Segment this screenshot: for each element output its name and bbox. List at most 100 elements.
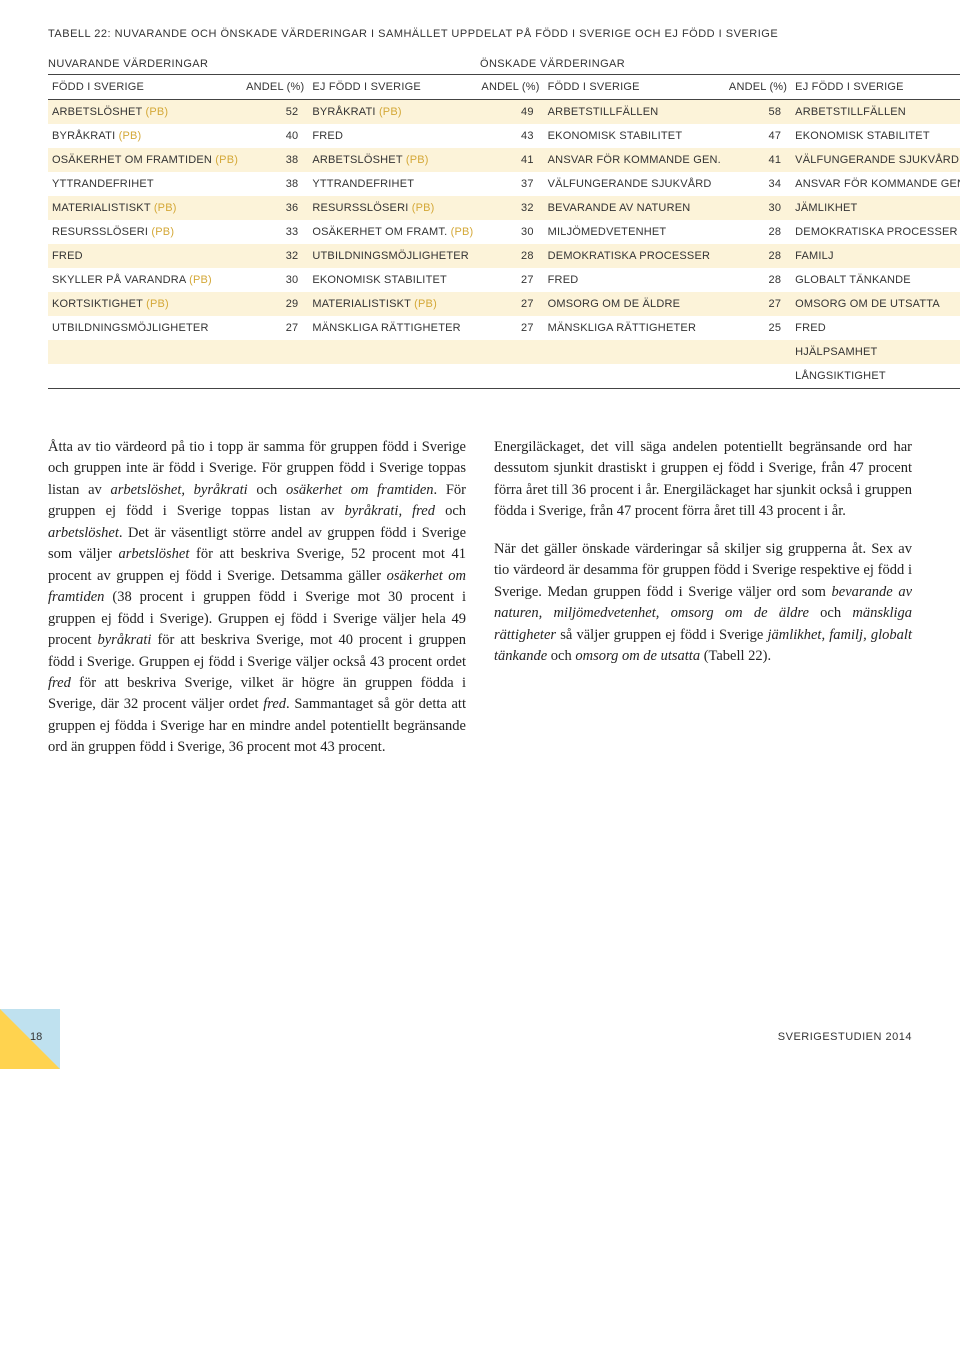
col-header: FÖDD I SVERIGE — [48, 75, 242, 100]
table-cell-label: SKYLLER PÅ VARANDRA (PB) — [48, 268, 242, 292]
table-cell-value: 41 — [725, 148, 791, 172]
table-header-row: FÖDD I SVERIGE ANDEL (%) EJ FÖDD I SVERI… — [48, 75, 960, 100]
table-cell-value: 28 — [725, 220, 791, 244]
table-cell-label: FRED — [791, 316, 960, 340]
table-cell-value — [242, 340, 308, 364]
col-header: ANDEL (%) — [477, 75, 543, 100]
table-cell-label — [308, 340, 477, 364]
table-cell-label: OMSORG OM DE ÄLDRE — [544, 292, 725, 316]
table-cell-label — [48, 364, 242, 389]
table-cell-value: 27 — [477, 268, 543, 292]
values-table: FÖDD I SVERIGE ANDEL (%) EJ FÖDD I SVERI… — [48, 74, 960, 389]
table-cell-value: 37 — [477, 172, 543, 196]
table-cell-label: MILJÖMEDVETENHET — [544, 220, 725, 244]
body-paragraph: Energiläckaget, det vill säga andelen po… — [494, 437, 912, 523]
table-cell-value: 28 — [725, 268, 791, 292]
table-cell-label: ARBETSLÖSHET (PB) — [48, 100, 242, 125]
table-row: RESURSSLÖSERI (PB)33OSÄKERHET OM FRAMT. … — [48, 220, 960, 244]
table-row: SKYLLER PÅ VARANDRA (PB)30EKONOMISK STAB… — [48, 268, 960, 292]
table-cell-value: 30 — [725, 196, 791, 220]
table-row: LÅNGSIKTIGHET22 — [48, 364, 960, 389]
table-cell-value: 47 — [725, 124, 791, 148]
table-cell-label: FRED — [308, 124, 477, 148]
table-cell-label: ANSVAR FÖR KOMMANDE GEN. — [791, 172, 960, 196]
table-cell-label: YTTRANDEFRIHET — [308, 172, 477, 196]
table-cell-value: 38 — [242, 172, 308, 196]
pb-suffix: (PB) — [115, 130, 141, 142]
table-cell-value: 34 — [725, 172, 791, 196]
body-columns: Åtta av tio värdeord på tio i topp är sa… — [48, 437, 912, 775]
table-cell-value: 38 — [242, 148, 308, 172]
table-cell-label: ARBETSLÖSHET (PB) — [308, 148, 477, 172]
table-row: HJÄLPSAMHET22 — [48, 340, 960, 364]
table-cell-label: RESURSSLÖSERI (PB) — [308, 196, 477, 220]
table-cell-label: VÄLFUNGERANDE SJUKVÅRD — [791, 148, 960, 172]
table-cell-label: MÄNSKLIGA RÄTTIGHETER — [544, 316, 725, 340]
table-row: ARBETSLÖSHET (PB)52BYRÅKRATI (PB)49ARBET… — [48, 100, 960, 125]
pb-suffix: (PB) — [186, 274, 212, 286]
table-cell-label: OMSORG OM DE UTSATTA — [791, 292, 960, 316]
pb-suffix: (PB) — [151, 202, 177, 214]
col-header: EJ FÖDD I SVERIGE — [308, 75, 477, 100]
table-cell-value — [477, 340, 543, 364]
table-cell-value: 27 — [477, 292, 543, 316]
body-col-right: Energiläckaget, det vill säga andelen po… — [494, 437, 912, 775]
table-cell-label: EKONOMISK STABILITET — [791, 124, 960, 148]
table-cell-value: 28 — [477, 244, 543, 268]
table-cell-value: 58 — [725, 100, 791, 125]
table-cell-label: OSÄKERHET OM FRAMT. (PB) — [308, 220, 477, 244]
body-col-left: Åtta av tio värdeord på tio i topp är sa… — [48, 437, 466, 775]
table-cell-value: 27 — [242, 316, 308, 340]
table-cell-value — [242, 364, 308, 389]
table-cell-label: MATERIALISTISKT (PB) — [308, 292, 477, 316]
publication-label: SVERIGESTUDIEN 2014 — [778, 1031, 912, 1043]
pb-suffix: (PB) — [403, 154, 429, 166]
table-cell-label: ARBETSTILLFÄLLEN — [544, 100, 725, 125]
table-row: OSÄKERHET OM FRAMTIDEN (PB)38ARBETSLÖSHE… — [48, 148, 960, 172]
table-cell-label: RESURSSLÖSERI (PB) — [48, 220, 242, 244]
table-cell-label: FRED — [544, 268, 725, 292]
body-paragraph: När det gäller önskade värderingar så sk… — [494, 539, 912, 668]
table-cell-label: JÄMLIKHET — [791, 196, 960, 220]
table-cell-label: BYRÅKRATI (PB) — [48, 124, 242, 148]
table-cell-label: UTBILDNINGSMÖJLIGHETER — [308, 244, 477, 268]
table-cell-label: ARBETSTILLFÄLLEN — [791, 100, 960, 125]
table-cell-value: 49 — [477, 100, 543, 125]
section-header-right: ÖNSKADE VÄRDERINGAR — [480, 58, 912, 70]
table-cell-label: MATERIALISTISKT (PB) — [48, 196, 242, 220]
table-cell-value: 29 — [242, 292, 308, 316]
table-cell-label: KORTSIKTIGHET (PB) — [48, 292, 242, 316]
table-cell-value: 28 — [725, 244, 791, 268]
table-cell-label: GLOBALT TÄNKANDE — [791, 268, 960, 292]
table-cell-value: 32 — [477, 196, 543, 220]
table-cell-label: EKONOMISK STABILITET — [544, 124, 725, 148]
table-cell-value: 41 — [477, 148, 543, 172]
table-cell-value: 40 — [242, 124, 308, 148]
pb-suffix: (PB) — [447, 226, 473, 238]
table-cell-label — [308, 364, 477, 389]
table-row: KORTSIKTIGHET (PB)29MATERIALISTISKT (PB)… — [48, 292, 960, 316]
table-cell-label: HJÄLPSAMHET — [791, 340, 960, 364]
table-cell-value: 30 — [477, 220, 543, 244]
pb-suffix: (PB) — [143, 298, 169, 310]
table-cell-value: 25 — [725, 316, 791, 340]
page-number: 18 — [30, 1031, 42, 1043]
table-cell-label — [544, 364, 725, 389]
table-cell-label: BEVARANDE AV NATUREN — [544, 196, 725, 220]
table-cell-value — [477, 364, 543, 389]
table-cell-label: LÅNGSIKTIGHET — [791, 364, 960, 389]
table-cell-label — [48, 340, 242, 364]
table-cell-label: DEMOKRATISKA PROCESSER — [544, 244, 725, 268]
table-cell-label: DEMOKRATISKA PROCESSER — [791, 220, 960, 244]
table-cell-value: 27 — [477, 316, 543, 340]
table-cell-label: FRED — [48, 244, 242, 268]
table-row: FRED32UTBILDNINGSMÖJLIGHETER28DEMOKRATIS… — [48, 244, 960, 268]
table-cell-label: MÄNSKLIGA RÄTTIGHETER — [308, 316, 477, 340]
table-cell-label: EKONOMISK STABILITET — [308, 268, 477, 292]
table-cell-value: 30 — [242, 268, 308, 292]
table-cell-label: BYRÅKRATI (PB) — [308, 100, 477, 125]
table-row: UTBILDNINGSMÖJLIGHETER27MÄNSKLIGA RÄTTIG… — [48, 316, 960, 340]
page-footer: 18 SVERIGESTUDIEN 2014 — [48, 985, 912, 1045]
pb-suffix: (PB) — [376, 106, 402, 118]
table-cell-value: 33 — [242, 220, 308, 244]
